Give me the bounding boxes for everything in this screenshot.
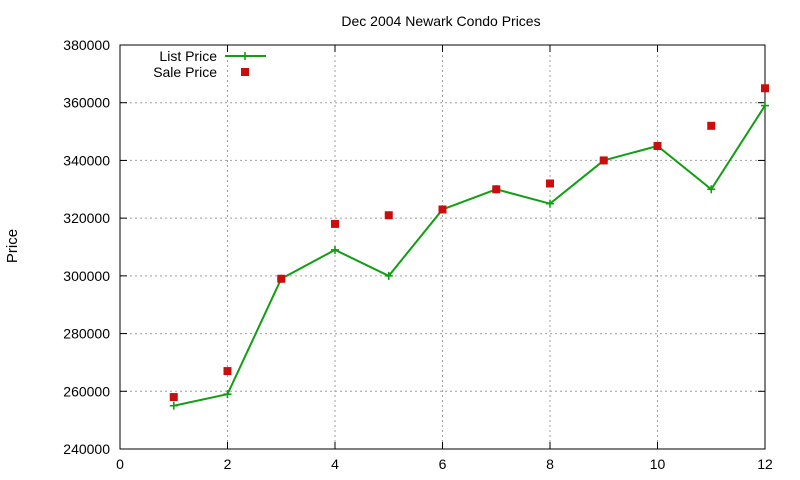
x-tick-label: 8: [546, 456, 554, 472]
sale-price-point: [331, 219, 339, 228]
list-price-point: [707, 185, 716, 194]
legend-label: List Price: [159, 48, 217, 64]
sale-price-point: [546, 179, 554, 188]
y-tick-label: 380000: [63, 37, 110, 53]
series-line-list-price: [173, 105, 766, 407]
axis-ticks: [119, 44, 766, 450]
y-tick-label: 300000: [63, 268, 110, 284]
x-tick-label: 12: [757, 456, 773, 472]
series-layer: [169, 84, 769, 410]
list-price-point: [331, 245, 339, 254]
list-price-point: [384, 271, 393, 280]
y-tick-label: 240000: [63, 441, 110, 457]
y-tick-label: 260000: [63, 383, 110, 399]
x-tick-label: 2: [224, 456, 232, 472]
list-price-point: [169, 401, 178, 410]
chart-title: Dec 2004 Newark Condo Prices: [341, 13, 540, 29]
sale-price-point: [169, 393, 178, 402]
sale-price-point: [599, 156, 608, 165]
x-tick-label: 4: [331, 456, 339, 472]
sale-price-point: [653, 142, 662, 150]
list-price-point: [546, 199, 554, 208]
tick-labels: 0 2 4 6 8 10 12 240000 260000 280000 300000 320000 3…: [63, 37, 773, 472]
y-tick-label: 320000: [63, 210, 110, 226]
y-tick-label: 360000: [63, 95, 110, 111]
sale-price-point: [223, 367, 232, 376]
grid-lines: [120, 45, 765, 449]
sale-price-point: [438, 205, 447, 214]
y-tick-label: 340000: [63, 152, 110, 168]
sale-price-point: [492, 185, 501, 194]
x-tick-label: 10: [650, 456, 666, 472]
sale-price-point: [707, 121, 716, 130]
legend-marker-list-price: [241, 52, 249, 60]
legend-marker-sale-price: [241, 68, 249, 76]
y-axis-label: Price: [4, 229, 21, 263]
legend-label: Sale Price: [153, 64, 217, 80]
sale-price-point: [277, 274, 286, 283]
x-tick-label: 0: [116, 456, 124, 472]
sale-price-point: [384, 211, 393, 220]
y-tick-label: 280000: [63, 326, 110, 342]
x-tick-label: 6: [439, 456, 447, 472]
list-price-point: [761, 101, 769, 110]
list-price-point: [223, 390, 232, 399]
sale-price-point: [761, 84, 769, 93]
